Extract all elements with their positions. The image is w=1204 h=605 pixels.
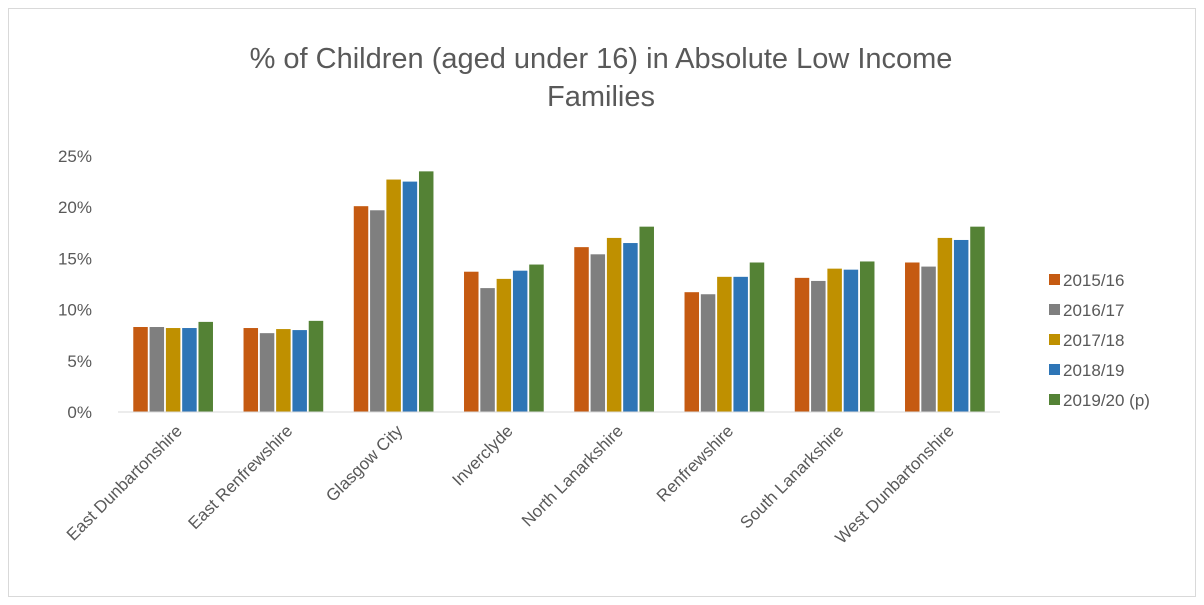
legend-label: 2015/16 [1063, 271, 1124, 290]
legend-swatch [1049, 274, 1060, 285]
legend-swatch [1049, 394, 1060, 405]
bar [292, 330, 307, 412]
bar [700, 294, 716, 412]
bar [590, 254, 606, 412]
bar [182, 328, 197, 412]
x-category-label: Inverclyde [448, 421, 516, 489]
bar [937, 237, 953, 412]
bar [512, 270, 528, 412]
bar [827, 268, 842, 412]
y-tick-label: 20% [58, 198, 92, 217]
x-category-label: East Renfrewshire [185, 421, 297, 533]
bar [843, 269, 859, 412]
bar [684, 292, 700, 412]
legend-label: 2018/19 [1063, 361, 1124, 380]
legend-swatch [1049, 304, 1060, 315]
bar [574, 247, 589, 412]
legend-label: 2017/18 [1063, 331, 1124, 350]
bar [370, 210, 385, 412]
bar [749, 262, 765, 412]
chart-title-line-2: Families [547, 81, 655, 113]
bar [418, 171, 434, 412]
bar [243, 328, 259, 412]
x-category-label: East Dunbartonshire [63, 421, 186, 544]
bar [480, 288, 495, 412]
bar [953, 239, 969, 412]
legend-swatch [1049, 334, 1060, 345]
y-tick-label: 5% [67, 352, 92, 371]
x-category-label: Renfrewshire [653, 421, 737, 505]
bar [353, 206, 369, 412]
x-category-label: West Dunbartonshire [832, 421, 958, 547]
y-tick-label: 10% [58, 301, 92, 320]
bar [165, 328, 181, 412]
bar [496, 278, 512, 412]
bar [529, 264, 544, 412]
bar [606, 237, 622, 412]
bar [308, 320, 324, 412]
bar [133, 327, 148, 412]
bar [717, 276, 732, 412]
bar [811, 280, 826, 412]
bar [276, 329, 291, 412]
x-category-label: North Lanarkshire [518, 421, 627, 530]
bar [905, 262, 920, 412]
bar [386, 179, 401, 412]
legend-label: 2019/20 (p) [1063, 391, 1150, 410]
bars [133, 171, 985, 412]
bar [733, 276, 748, 412]
chart-title-line-1: % of Children (aged under 16) in Absolut… [250, 43, 953, 75]
legend-swatch [1049, 364, 1060, 375]
bar [921, 266, 936, 412]
bar [149, 327, 165, 412]
x-category-label: South Lanarkshire [736, 421, 847, 532]
x-category-label: Glasgow City [322, 421, 407, 506]
y-tick-label: 25% [58, 147, 92, 166]
bar [639, 226, 654, 412]
bar [198, 321, 213, 412]
bar [623, 243, 638, 412]
bar [402, 181, 418, 412]
y-axis: 0% 5% 10% 15% 20% 25% [58, 147, 92, 422]
bar [970, 226, 985, 412]
bar [464, 271, 479, 412]
legend-label: 2016/17 [1063, 301, 1124, 320]
bar [259, 333, 275, 412]
bar [859, 261, 875, 412]
y-tick-label: 15% [58, 249, 92, 268]
bar [794, 277, 810, 412]
y-tick-label: 0% [67, 403, 92, 422]
legend: 2015/16 2016/17 2017/18 2018/19 2019/20 (p) [1049, 271, 1150, 410]
